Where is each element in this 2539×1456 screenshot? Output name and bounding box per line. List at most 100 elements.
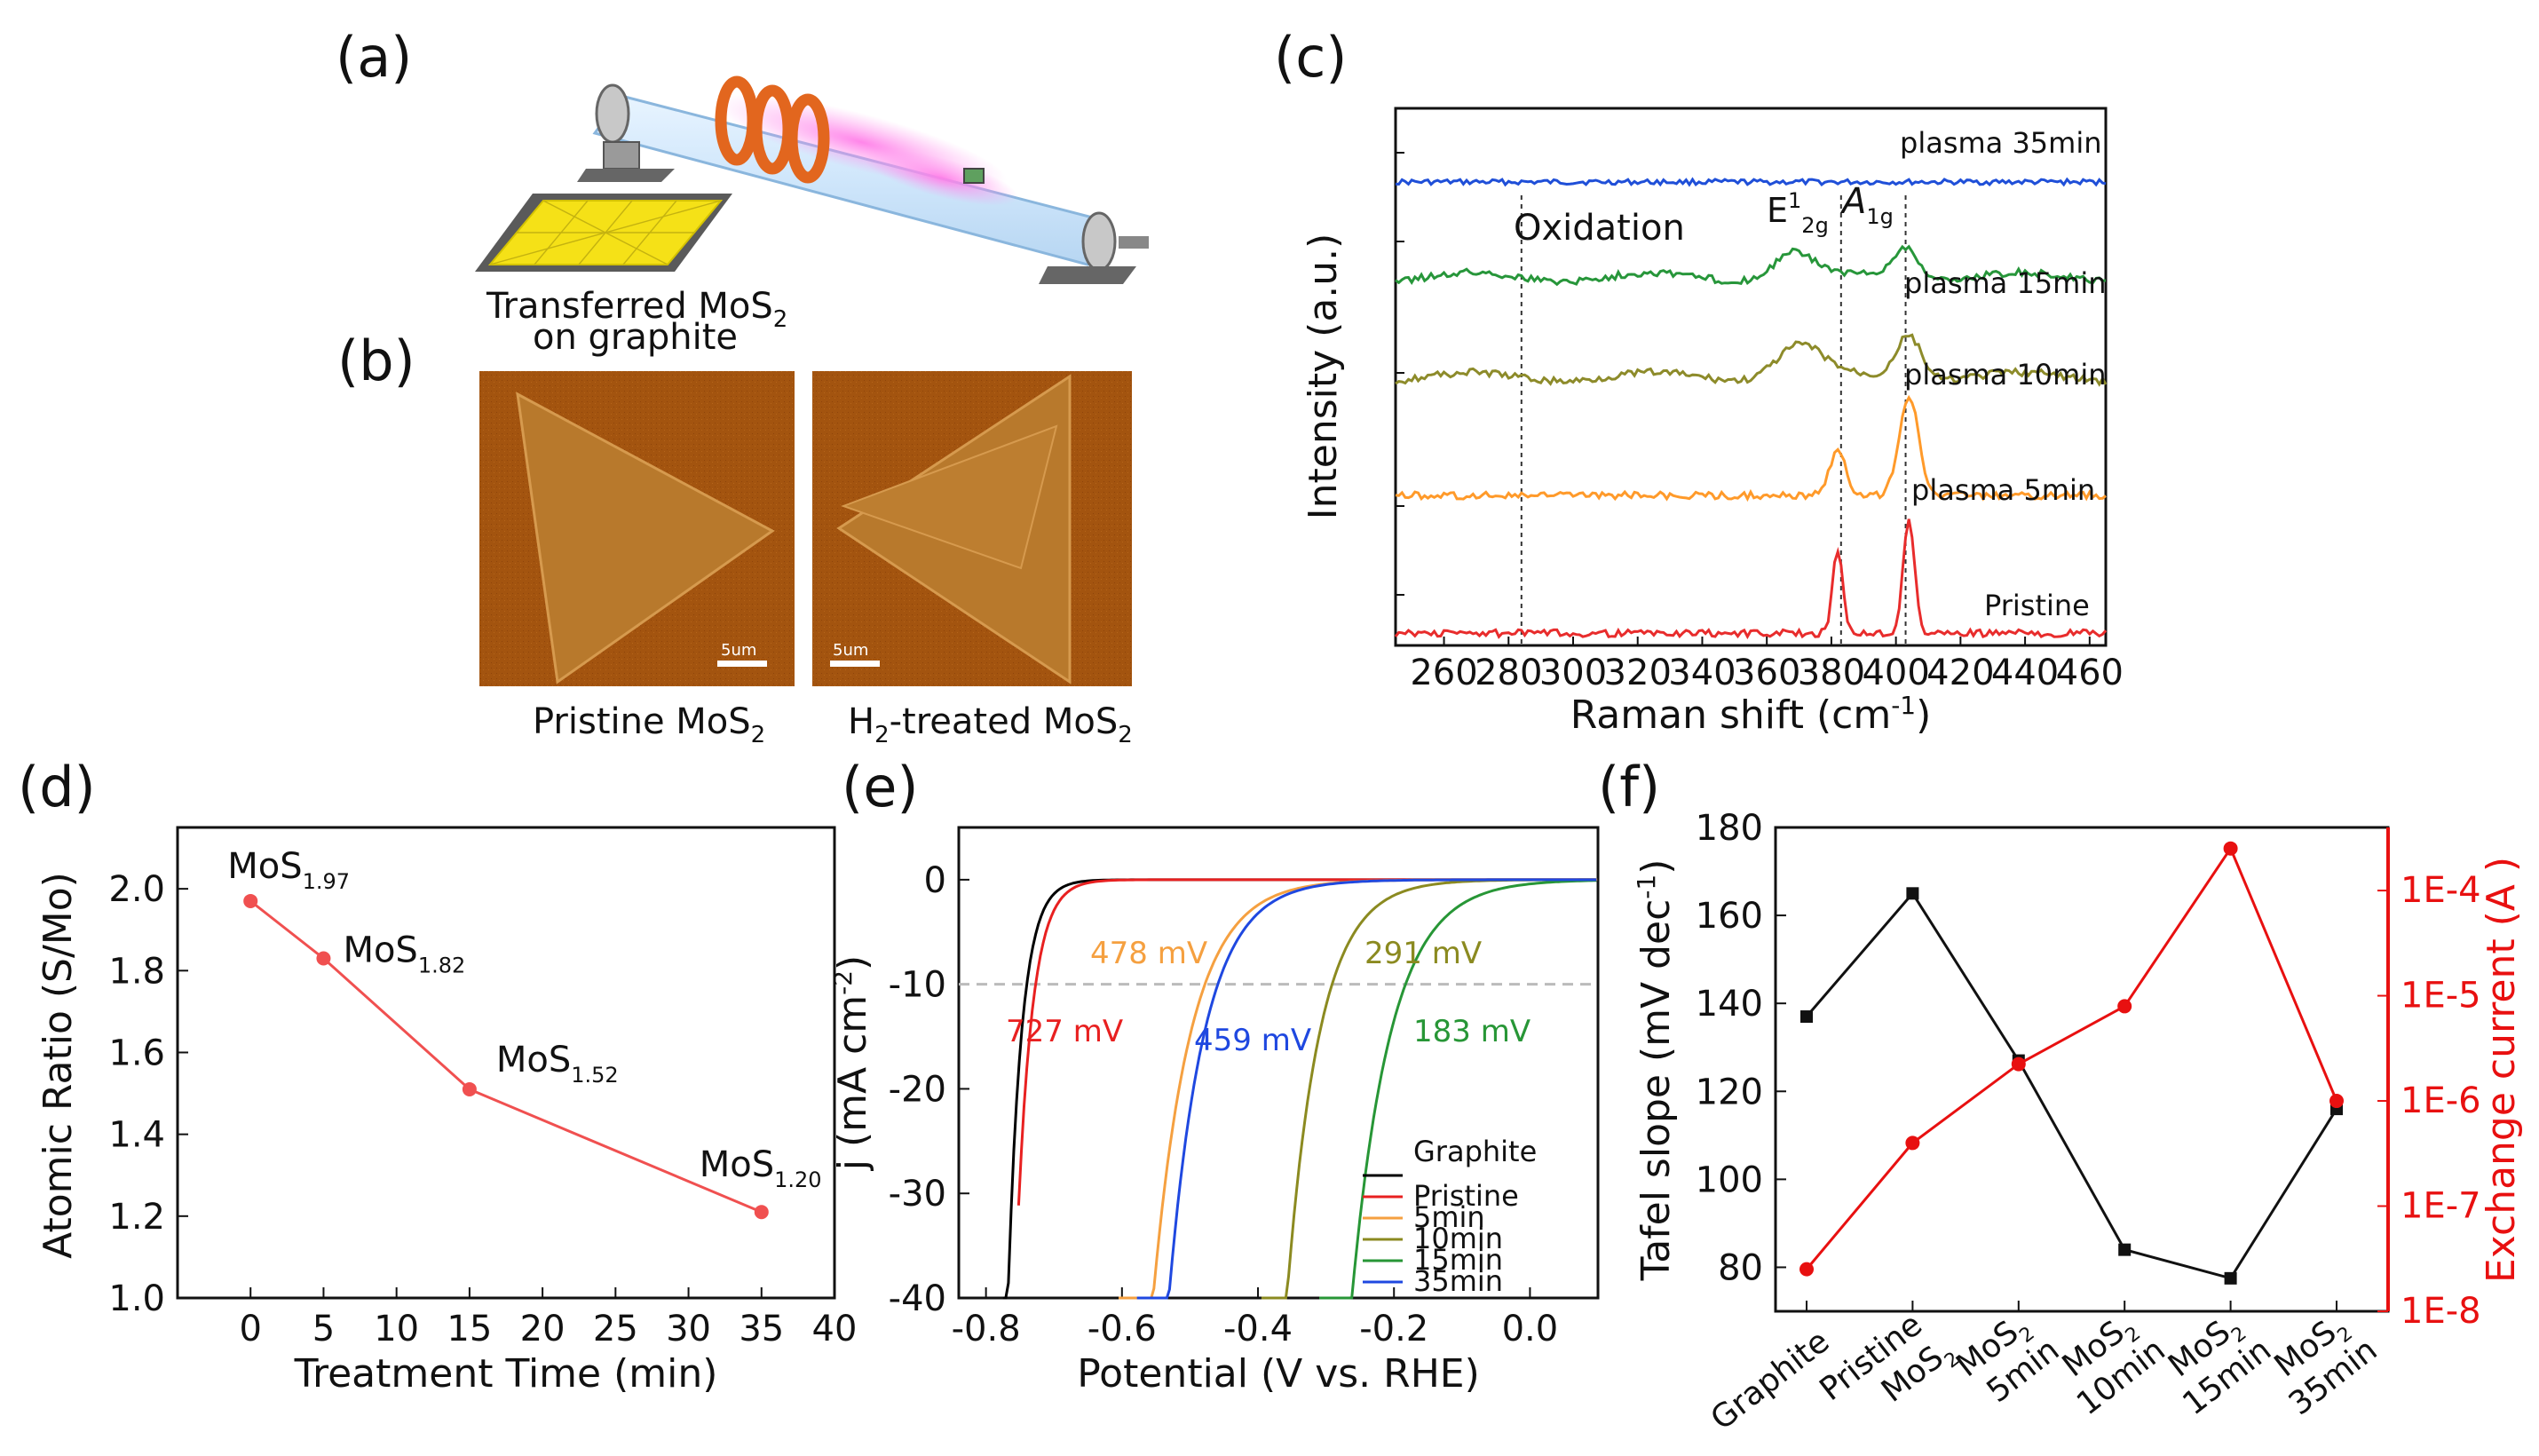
ratio-x-tick-label: 10: [374, 1309, 419, 1349]
ratio-point-label: MoS1.20: [700, 1144, 822, 1192]
ratio-x-tick-label: 25: [593, 1309, 638, 1349]
raman-x-tick-label: 300: [1539, 653, 1607, 693]
ratio-y-axis-title: Atomic Ratio (S/Mo): [36, 872, 81, 1259]
raman-x-tick-label: 360: [1733, 653, 1800, 693]
panel-label-f: (f): [1598, 755, 1660, 819]
exchange-current-point: [2011, 1056, 2026, 1072]
raman-plot-frame: [1394, 107, 2108, 647]
raman-series-line: [1395, 244, 2107, 287]
tafel-right-ticks: 1E-8 1E-7 1E-6 1E-5 1E-4: [2377, 870, 2481, 1332]
ratio-x-axis-title: Treatment Time (min): [294, 1351, 718, 1397]
lsv-y-tick-label: -40: [889, 1278, 946, 1319]
ratio-x-tick-label: 0: [239, 1309, 261, 1349]
tafel-left-ticks: 80 100 120 140 160 180: [1696, 808, 1786, 1288]
afm-flake-treated-inner: [841, 424, 1058, 570]
lsv-y-ticks: 0 -10 -20 -30 -40: [889, 860, 969, 1319]
lsv-legend-label: 10min: [1413, 1222, 1503, 1255]
tafel-categories: GraphitePristineMoS2MoS25minMoS210minMoS…: [1705, 1301, 2385, 1437]
lsv-x-axis-title: Potential (V vs. RHE): [1077, 1351, 1480, 1397]
afm-flake-pristine: [516, 392, 775, 684]
raman-series-line: [1395, 333, 2108, 387]
ratio-x-ticks: 0 5 10 15 20 25 30 35 40: [239, 1287, 857, 1349]
ratio-series: MoS1.97 MoS1.82 MoS1.52 MoS1.20: [227, 846, 822, 1220]
tafel-right-tick-label: 1E-5: [2401, 976, 2481, 1017]
tube-stand-left: [603, 141, 640, 170]
tube-cap-right: [1081, 211, 1117, 272]
panel-b-caption-left: Pristine MoS2: [533, 701, 765, 748]
ratio-point-label: MoS1.97: [227, 846, 350, 894]
ratio-point-label: MoS1.82: [343, 930, 465, 977]
panel-d-atomic-ratio-chart: 0 5 10 15 20 25 30 35 40 1.0 1.2 1.4 1.6 1.8 2.0 MoS1…: [36, 826, 857, 1397]
panel-label-e: (e): [842, 755, 919, 819]
panel-f-tafel-chart: 80 100 120 140 160 180 1E-8 1E-7 1E-6 1E-5 1E-4 G…: [1632, 808, 2524, 1437]
raman-x-axis-title: Raman shift (cm-1): [1570, 691, 1932, 738]
panel-label-c: (c): [1274, 25, 1347, 90]
lsv-x-tick-label: -0.2: [1359, 1309, 1428, 1349]
lsv-overpotential-label: 727 mV: [1006, 1014, 1123, 1049]
tafel-left-tick-label: 100: [1696, 1159, 1763, 1200]
panel-a-caption-line2: on graphite: [533, 317, 738, 358]
annotation-e2g: E12g: [1767, 188, 1829, 238]
tafel-left-tick-label: 180: [1696, 808, 1763, 849]
lsv-y-tick-label: 0: [924, 860, 946, 901]
lsv-overpotential-label: 183 mV: [1413, 1014, 1531, 1049]
exchange-current-point: [2329, 1094, 2344, 1109]
panel-a-caption-line1: Transferred MoS2: [486, 286, 787, 333]
exchange-current-point: [1799, 1262, 1814, 1277]
tafel-right-tick-label: 1E-4: [2401, 870, 2481, 911]
panel-label-a: (a): [336, 25, 412, 90]
raman-x-tick-label: 460: [2056, 653, 2124, 693]
raman-reference-lines: [1520, 195, 1907, 645]
panel-b-afm: 5um 5um Pristine MoS2 H2-treated MoS2: [479, 371, 1133, 748]
scalebar-left: [717, 661, 767, 667]
lsv-x-tick-label: -0.6: [1088, 1309, 1157, 1349]
raman-series-line: [1394, 518, 2108, 640]
tafel-series: [1799, 841, 2344, 1285]
tafel-plot-frame: [1774, 826, 2390, 1313]
ratio-x-tick-label: 5: [312, 1309, 335, 1349]
exchange-current-point: [2117, 999, 2132, 1014]
tafel-slope-point: [1800, 1010, 1813, 1024]
panel-a-schematic: Transferred MoS2 on graphite: [475, 75, 1149, 358]
lsv-y-tick-label: -30: [889, 1174, 946, 1215]
raman-x-tick-label: 340: [1668, 653, 1736, 693]
raman-x-tick-label: 420: [1926, 653, 1994, 693]
scalebar-left-label: 5um: [721, 641, 756, 660]
tafel-right-tick-label: 1E-6: [2401, 1080, 2481, 1121]
raman-series-label: plasma 5min: [1911, 473, 2095, 507]
lsv-x-tick-label: -0.8: [952, 1309, 1021, 1349]
annotation-oxidation: Oxidation: [1514, 208, 1685, 249]
lsv-overpotential-label: 478 mV: [1090, 936, 1207, 971]
ratio-y-ticks: 1.0 1.2 1.4 1.6 1.8 2.0: [108, 869, 188, 1319]
ratio-y-tick-label: 2.0: [108, 869, 165, 910]
raman-x-tick-label: 280: [1475, 653, 1542, 693]
tafel-right-tick-label: 1E-8: [2401, 1291, 2481, 1332]
raman-x-tick-label: 260: [1410, 653, 1477, 693]
ratio-y-tick-label: 1.8: [108, 951, 165, 992]
lsv-legend-title: Graphite: [1413, 1135, 1537, 1168]
ratio-y-tick-label: 1.4: [108, 1115, 165, 1156]
rf-coil: [715, 75, 830, 184]
tafel-right-axis-title: Exchange current (A ): [2479, 857, 2524, 1283]
scalebar-right: [830, 661, 880, 667]
lsv-x-tick-label: -0.4: [1223, 1309, 1293, 1349]
panel-label-b: (b): [337, 328, 415, 393]
exchange-current-point: [1905, 1136, 1920, 1151]
lsv-overpotential-label: 291 mV: [1364, 936, 1482, 971]
lsv-series-line: [1136, 878, 1597, 1300]
raman-series-label: plasma 10min: [1904, 358, 2107, 392]
tube-cap-left: [595, 83, 630, 144]
raman-x-tick-label: 320: [1604, 653, 1672, 693]
scalebar-right-label: 5um: [833, 641, 868, 660]
tafel-left-tick-label: 120: [1696, 1072, 1763, 1112]
ratio-y-tick-label: 1.2: [108, 1197, 165, 1238]
ratio-x-tick-label: 30: [666, 1309, 711, 1349]
raman-x-tick-label: 400: [1862, 653, 1929, 693]
tafel-slope-point: [1906, 887, 1919, 900]
ratio-point-label: MoS1.52: [496, 1040, 619, 1088]
